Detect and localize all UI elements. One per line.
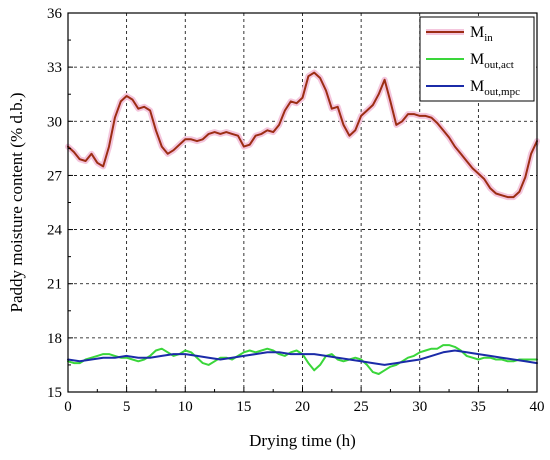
y-tick-label: 15 [47,385,62,401]
x-tick-label: 10 [178,399,193,415]
x-tick-label: 5 [123,399,131,415]
legend-label-m-out-mpc: Mout,mpc [470,78,520,98]
y-tick-label: 24 [47,223,63,239]
y-tick-label: 21 [47,277,62,293]
y-tick-label: 33 [47,60,62,76]
y-tick-label: 27 [47,168,63,184]
y-tick-label: 18 [47,331,62,347]
grid-layer [68,13,537,392]
y-tick-label: 36 [47,6,63,22]
tick-layer: 0 5 10 15 20 25 30 35 40 15 18 21 24 27 30 33 36 [47,6,545,415]
x-tick-label: 20 [295,399,310,415]
x-tick-label: 30 [412,399,427,415]
series-line-m-in [67,71,538,199]
legend: Min Mout,act Mout,mpc [419,16,535,102]
y-axis-title: Paddy moisture content (% d.b.) [7,92,26,312]
x-tick-label: 15 [236,399,251,415]
series-line-m-out-mpc [67,349,538,366]
y-tick-label: 30 [47,114,62,130]
x-tick-label: 35 [471,399,486,415]
x-tick-label: 25 [354,399,369,415]
series-layer [65,69,540,375]
x-axis-title: Drying time (h) [249,431,356,450]
x-tick-label: 0 [64,399,72,415]
x-tick-label: 40 [530,399,545,415]
legend-label-m-out-act: Mout,act [470,51,514,71]
legend-label-m-in: Min [470,24,493,44]
